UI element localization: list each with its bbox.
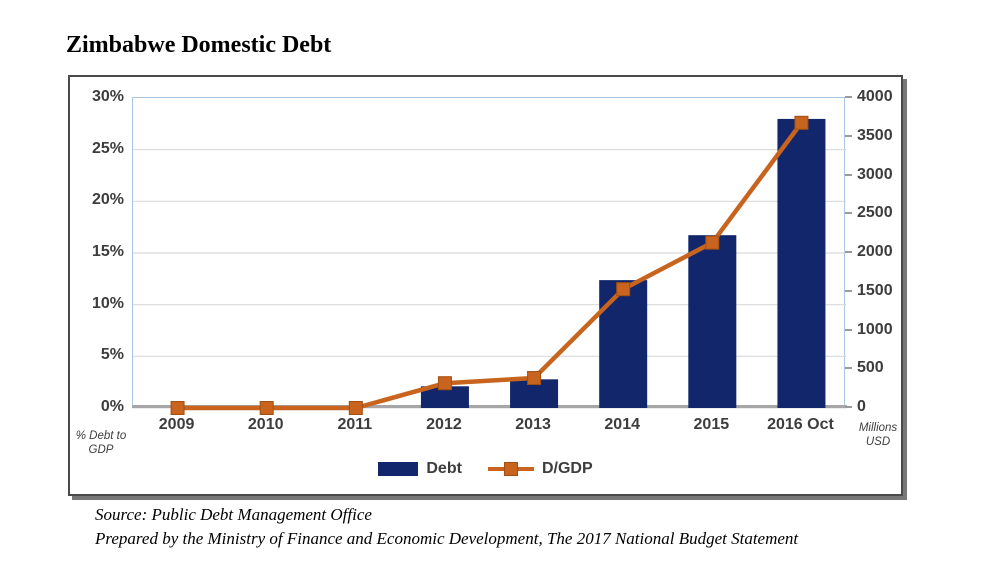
y-left-tick-label: 30%	[91, 88, 124, 105]
bar-debt	[688, 235, 737, 408]
y-left-tick-label: 20%	[91, 191, 124, 209]
right-axis-unit-line1: Millions	[858, 422, 898, 434]
chart-frame: 0% 5% 10% 15% 20% 25% 30% 0 500 1000 1500 2000 2500…	[68, 75, 903, 496]
y-left-tick-label: 25%	[91, 139, 124, 157]
left-axis-unit-label: % Debt to GDP	[72, 429, 130, 457]
chart-title: Zimbabwe Domestic Debt	[66, 32, 332, 58]
x-tick-label: 2010	[247, 416, 284, 433]
legend-line-marker	[503, 462, 518, 476]
y-right-tick-mark	[845, 251, 852, 253]
y-left-tick-label: 10%	[91, 294, 124, 312]
legend-bar-swatch-icon	[378, 462, 419, 476]
y-right-tick-label: 1000	[857, 320, 893, 338]
marker-dgdp	[794, 115, 809, 130]
source-block: Source: Public Debt Management Office Pr…	[95, 503, 798, 551]
y-right-tick-mark	[845, 289, 852, 292]
x-tick-label: 2011	[337, 416, 373, 433]
legend-label: D/GDP	[541, 460, 593, 477]
x-axis-line	[132, 405, 847, 409]
legend-item-debt: Debt	[378, 460, 462, 478]
y-right-tick-label: 0	[857, 398, 866, 415]
x-tick-label: 2009	[158, 416, 195, 433]
y-left-tick-label: 15%	[91, 243, 124, 260]
y-right-tick-label: 4000	[857, 88, 893, 105]
y-right-tick-label: 3500	[857, 126, 893, 144]
plot-area	[132, 97, 847, 415]
left-axis-unit-line1: % Debt to	[75, 430, 127, 442]
marker-dgdp	[527, 371, 542, 386]
marker-dgdp	[170, 401, 185, 415]
source-line: Source: Public Debt Management Office	[95, 505, 372, 524]
bar-debt	[420, 386, 469, 408]
y-right-tick-mark	[845, 173, 852, 176]
y-left-tick-label: 5%	[100, 346, 124, 364]
x-tick-label: 2013	[515, 416, 551, 433]
marker-dgdp	[705, 235, 720, 250]
x-tick-label: 2012	[426, 416, 462, 433]
marker-dgdp	[616, 282, 631, 297]
marker-dgdp	[437, 376, 452, 391]
y-right-tick-mark	[845, 212, 852, 215]
x-tick-label: 2014	[604, 416, 640, 433]
prepared-by-line: Prepared by the Ministry of Finance and …	[95, 529, 799, 548]
y-right-tick-label: 3000	[857, 165, 893, 183]
line-dgdp	[177, 121, 804, 411]
x-tick-label: 2015	[693, 416, 730, 433]
y-right-tick-label: 1500	[857, 281, 893, 299]
bar-debt	[599, 280, 648, 408]
legend-label: Debt	[426, 460, 462, 477]
legend-line-swatch-icon	[487, 462, 534, 476]
marker-dgdp	[259, 401, 274, 415]
y-right-tick-mark	[845, 96, 852, 98]
y-right-tick-label: 2000	[857, 243, 893, 260]
right-axis-unit-label: Millions USD	[849, 421, 907, 449]
y-left-tick-label: 0%	[100, 398, 124, 415]
left-axis-unit-line2: GDP	[88, 444, 114, 456]
y-right-tick-mark	[845, 134, 852, 137]
y-right-tick-label: 500	[857, 359, 884, 377]
bar-debt	[777, 118, 826, 409]
combo-chart-canvas	[132, 115, 847, 415]
x-tick-label: 2016 Oct	[767, 416, 834, 433]
y-right-tick-label: 2500	[857, 204, 893, 222]
marker-dgdp	[348, 401, 363, 415]
y-right-tick-mark	[845, 328, 852, 331]
legend-item-d-gdp: D/GDP	[487, 460, 593, 478]
y-right-tick-mark	[845, 367, 852, 370]
chart-legend: Debt D/GDP	[70, 460, 901, 478]
right-axis-unit-line2: USD	[865, 436, 891, 448]
